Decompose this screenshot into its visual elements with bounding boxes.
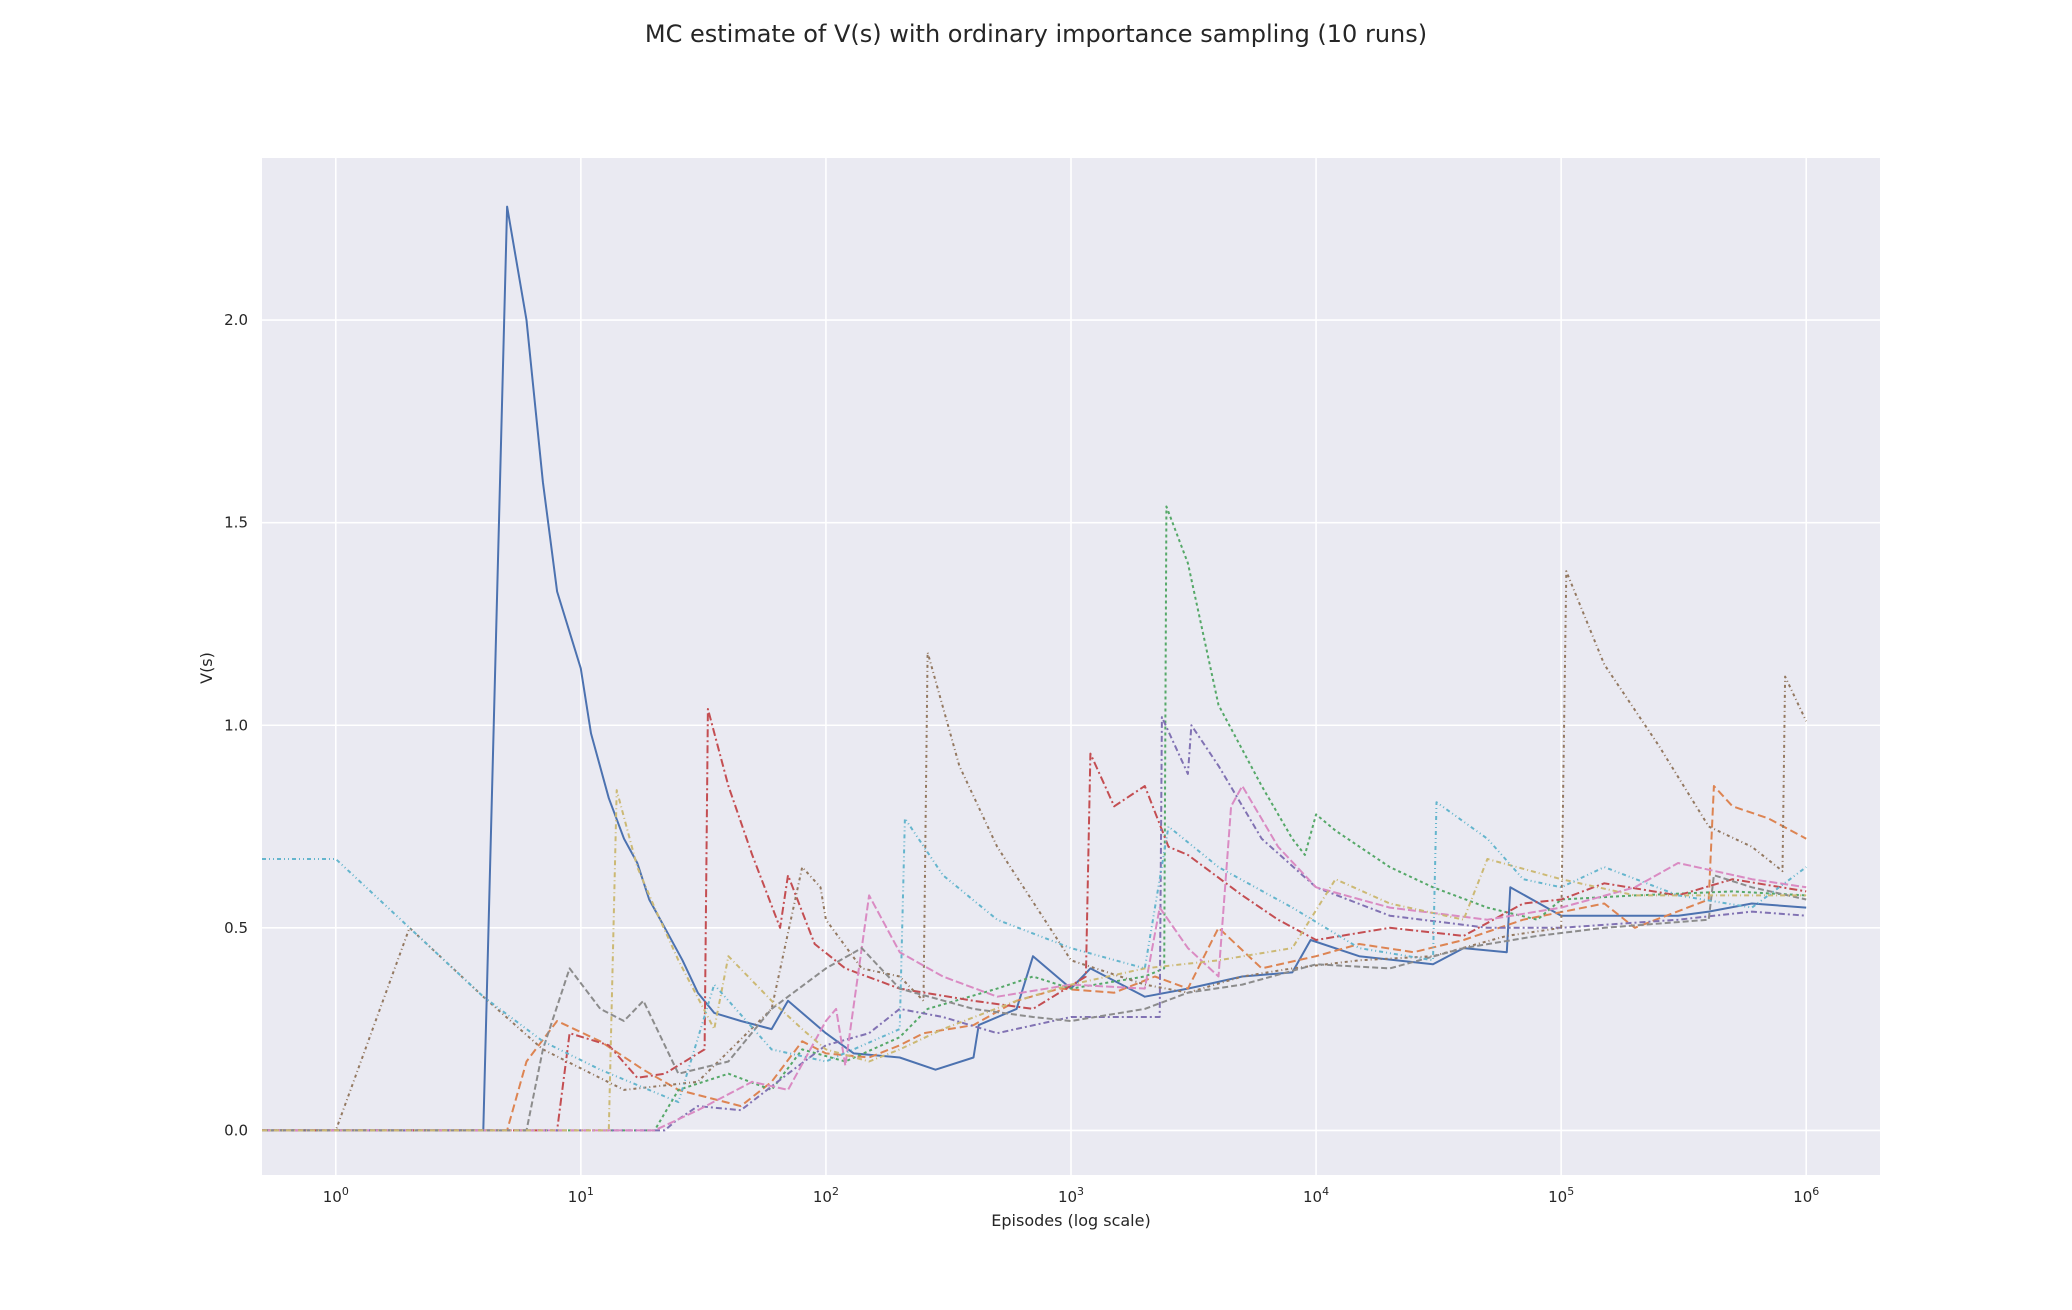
series-line-2 [262,785,1807,1132]
x-axis-label: Episodes (log scale) [991,1211,1150,1230]
series-line-10 [262,801,1807,1104]
chart-title: MC estimate of V(s) with ordinary import… [644,20,1428,48]
series-line-1 [262,205,1807,1132]
x-tick-label-6: 106 [1793,1185,1819,1206]
y-axis-label: V(s) [197,652,216,684]
series-line-8 [262,874,1807,1132]
x-tick-label-3: 103 [1058,1185,1084,1206]
series-line-5 [262,716,1807,1132]
x-tick-label-4: 104 [1303,1185,1329,1206]
series-line-4 [262,708,1807,1132]
x-tick-label-2: 102 [813,1185,839,1206]
y-axis-ticks: 0.0 0.5 1.0 1.5 2.0 [224,311,248,1139]
y-tick-label-2: 1.0 [224,716,248,734]
y-tick-label-4: 2.0 [224,311,248,329]
x-tick-label-5: 105 [1548,1185,1574,1206]
series-line-3 [262,505,1807,1132]
series-layer [262,205,1808,1132]
y-tick-label-1: 0.5 [224,919,248,937]
y-tick-label-0: 0.0 [224,1121,248,1139]
series-line-7 [262,785,1807,1132]
x-axis-ticks: 100 101 102 103 104 105 106 [323,1185,1820,1206]
y-tick-label-3: 1.5 [224,514,248,532]
x-tick-label-0: 100 [323,1185,349,1206]
x-tick-label-1: 101 [568,1185,594,1206]
series-line-9 [262,789,1807,1132]
series-line-6 [262,570,1808,1132]
